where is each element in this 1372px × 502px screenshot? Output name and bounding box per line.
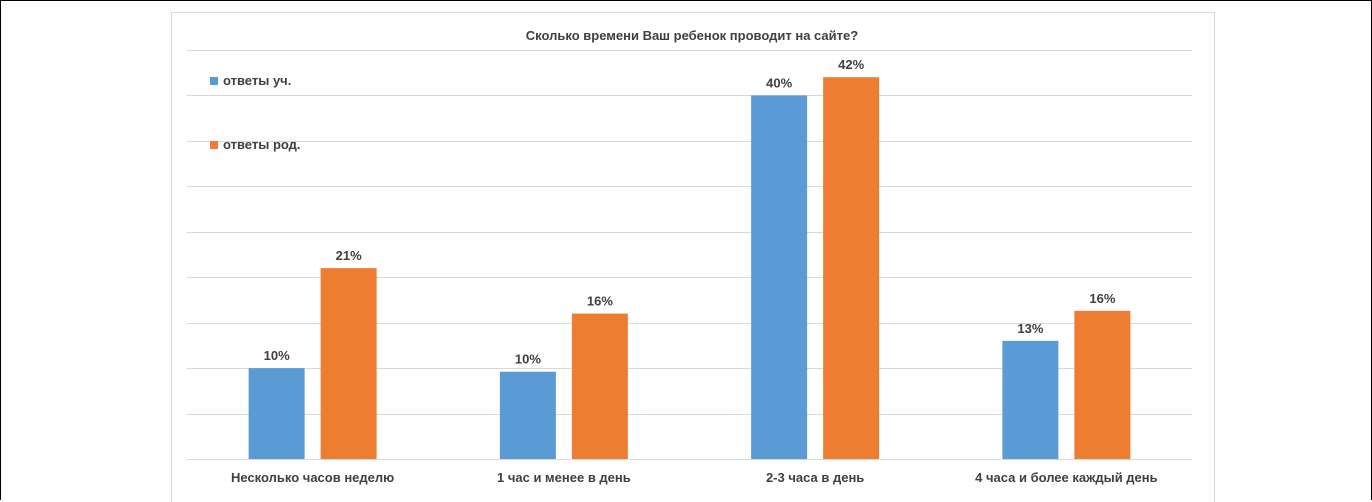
data-label: 10% (515, 352, 541, 367)
data-label: 16% (587, 294, 613, 309)
category-label: 2-3 часа в день (766, 470, 864, 485)
legend-swatch (210, 77, 218, 85)
category-label: 4 часа и более каждый день (975, 470, 1158, 485)
category-label: Несколько часов неделю (231, 470, 394, 485)
bar-parents (1074, 310, 1131, 459)
bar-parents (571, 313, 628, 459)
data-label: 10% (264, 348, 290, 363)
data-label: 21% (336, 248, 362, 263)
bar-students (1002, 340, 1059, 459)
data-labels: 10% 21% 10% 16% 40% 42% 13% 16% (264, 57, 1116, 367)
category-label: 1 час и менее в день (497, 470, 631, 485)
legend-swatch (210, 141, 218, 149)
legend-label: ответы род. (223, 137, 301, 152)
category-labels: Несколько часов неделю 1 час и менее в де… (231, 470, 1158, 485)
legend: ответы уч. ответы род. (210, 73, 301, 152)
data-label: 13% (1017, 321, 1043, 336)
data-label: 40% (766, 75, 792, 90)
data-label: 42% (838, 57, 864, 72)
bar-students (248, 368, 305, 459)
data-label: 16% (1089, 291, 1115, 306)
bar-students (499, 371, 556, 459)
chart-title: Сколько времени Ваш ребенок проводит на … (526, 28, 858, 43)
bar-parents (320, 268, 377, 459)
bar-students (751, 95, 808, 460)
bars (248, 77, 1131, 460)
legend-label: ответы уч. (223, 73, 291, 88)
bar-parents (823, 77, 880, 459)
